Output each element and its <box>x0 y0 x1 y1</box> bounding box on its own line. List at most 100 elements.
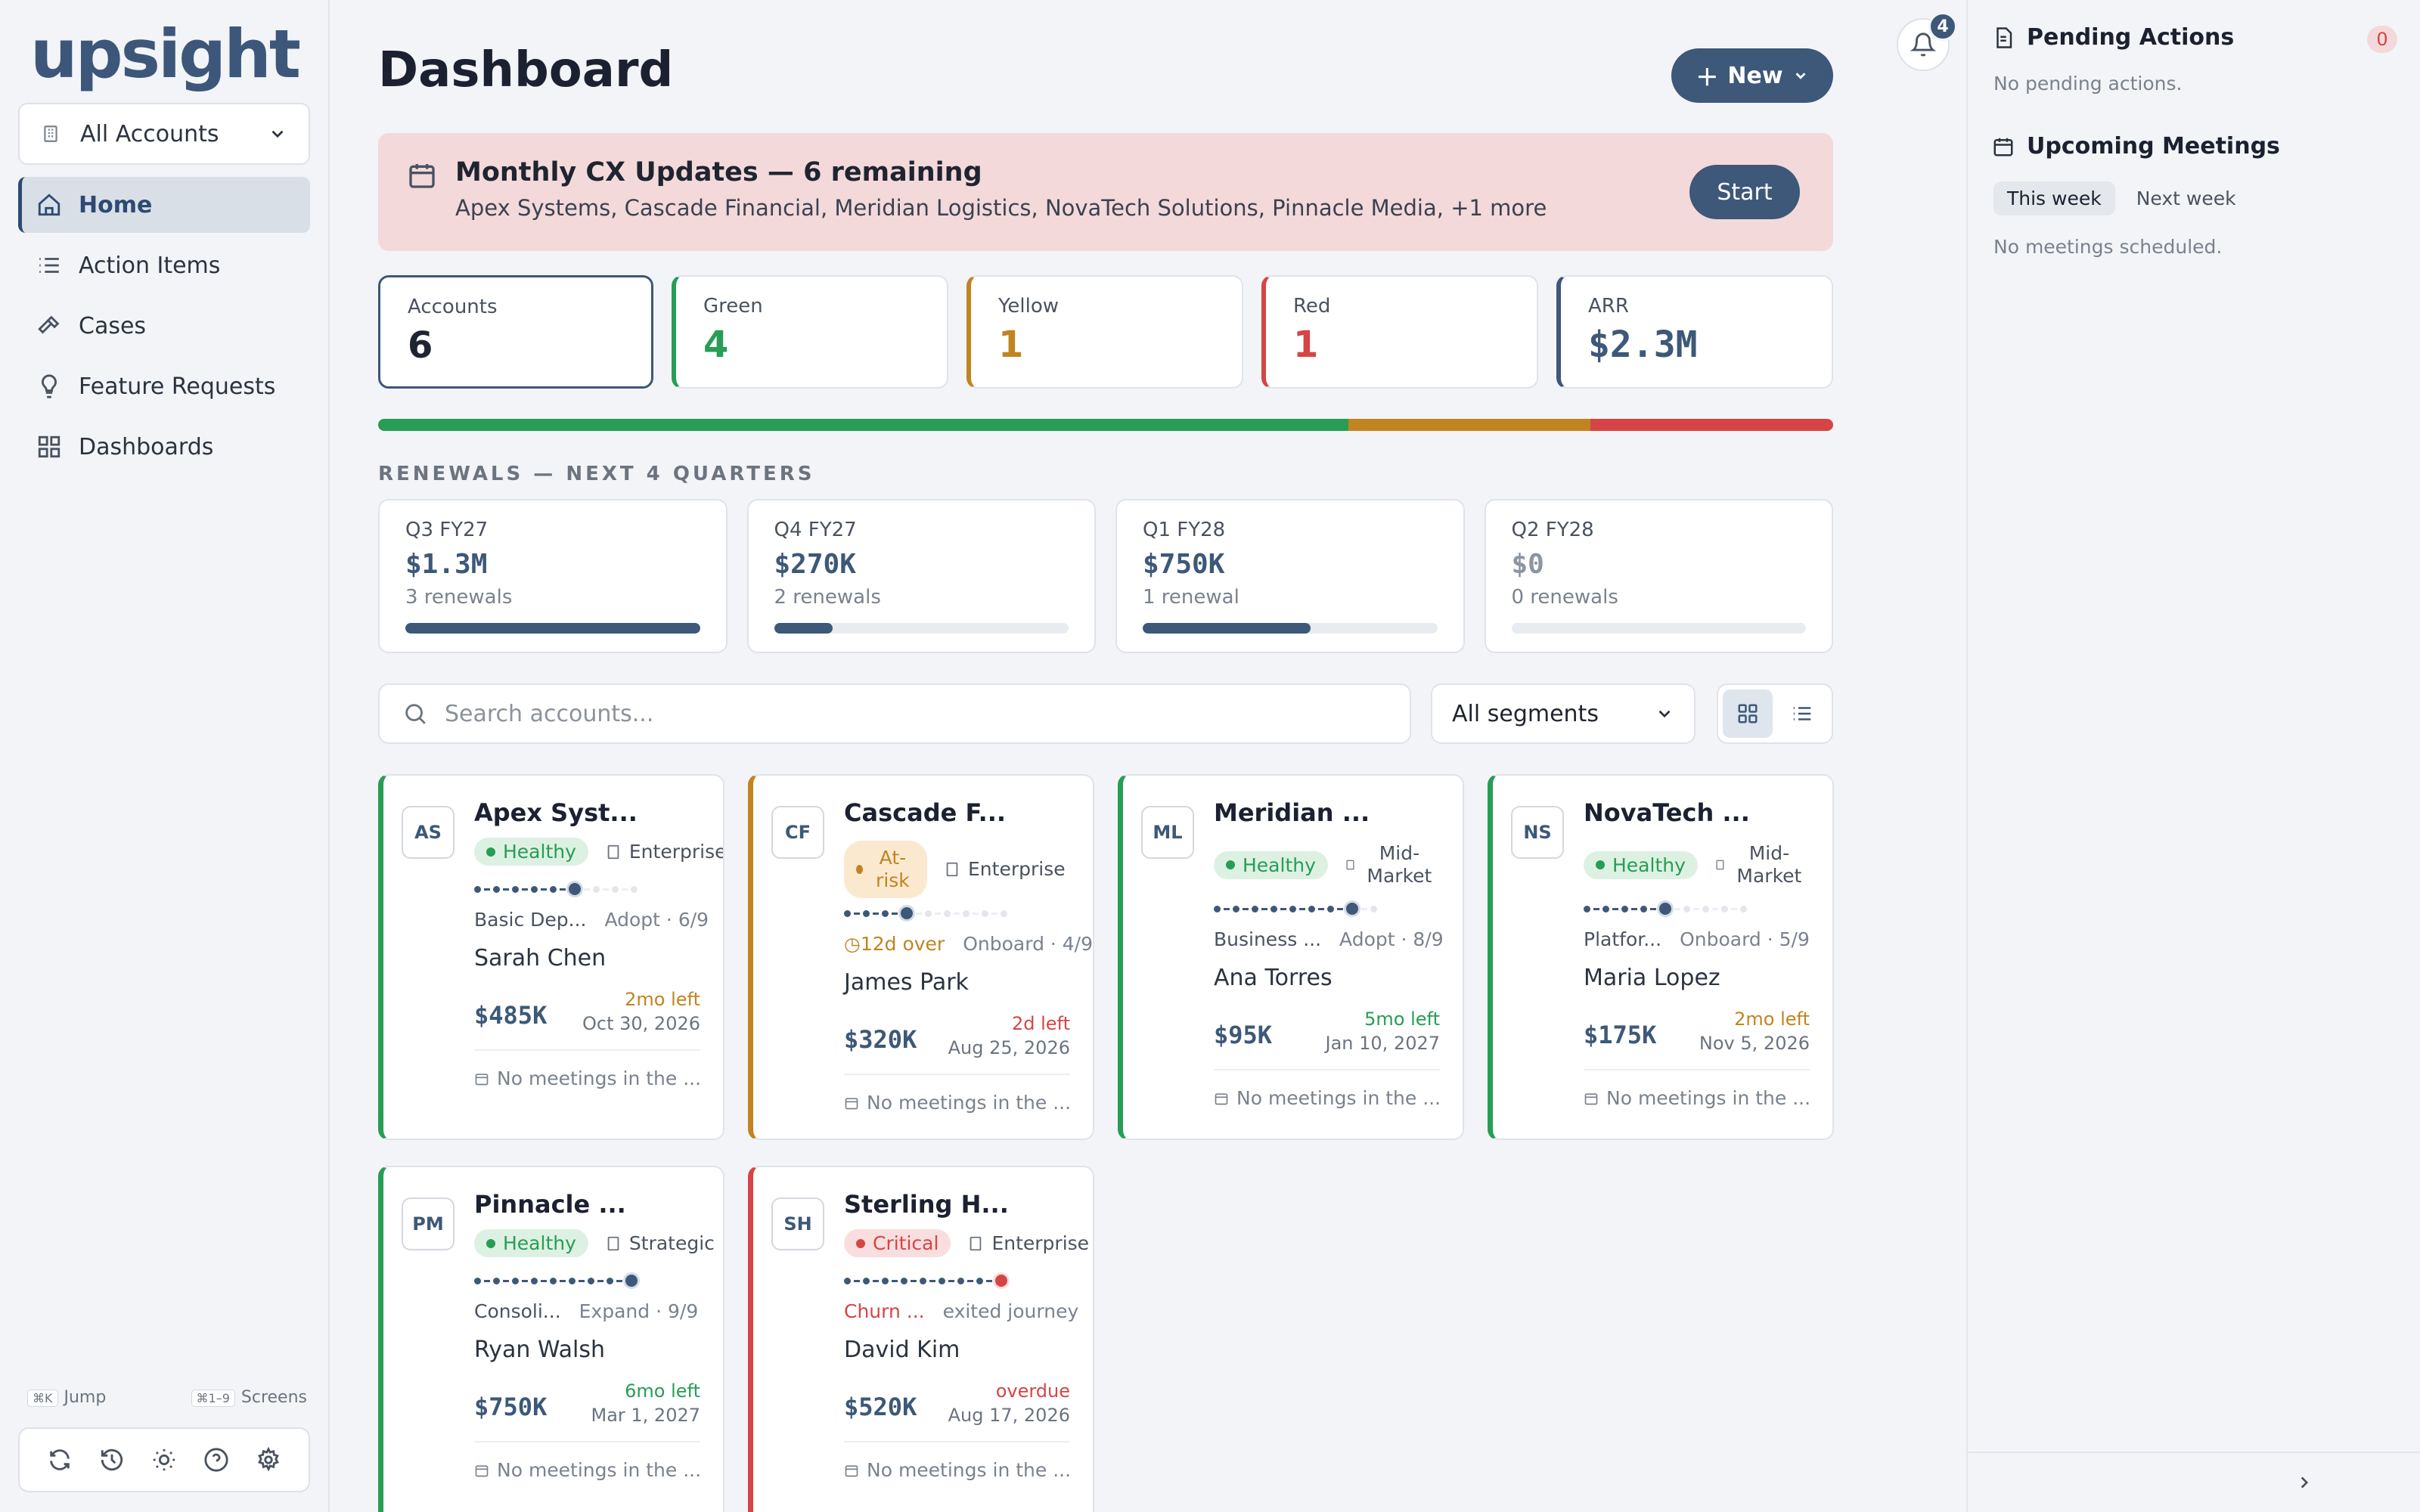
kpi-green[interactable]: Green 4 <box>672 275 948 389</box>
journey-step <box>493 885 500 893</box>
account-card[interactable]: AS Apex Syst... Healthy Enterprise Basic… <box>378 774 724 1140</box>
journey-connector <box>873 1279 879 1282</box>
kpi-accounts[interactable]: Accounts 6 <box>378 275 653 389</box>
kpi-value: 6 <box>408 324 433 367</box>
tab-next-week[interactable]: Next week <box>2136 187 2236 209</box>
segment-tag: Enterprise <box>967 1232 1089 1255</box>
refresh-icon[interactable] <box>47 1447 73 1473</box>
shortcut-screens-label: Screens <box>240 1388 307 1407</box>
chevron-right-icon[interactable] <box>2294 1473 2314 1492</box>
journey-connector <box>854 1279 860 1282</box>
journey-connector <box>854 912 860 915</box>
journey-connector <box>892 912 898 915</box>
renewal-card[interactable]: Q1 FY28 $750K 1 renewal <box>1115 499 1465 653</box>
gear-icon[interactable] <box>256 1447 281 1473</box>
renewal-timing: 5mo left Jan 10, 2027 <box>1326 1007 1441 1055</box>
chevron-down-icon <box>1795 73 1806 79</box>
sidebar-item-label: Dashboards <box>79 433 214 460</box>
account-card[interactable]: SH Sterling H... Critical Enterprise Chu… <box>748 1166 1094 1512</box>
journey-connector <box>948 1279 954 1282</box>
sidebar-item-cases[interactable]: Cases <box>18 298 310 354</box>
account-meta: Healthy Enterprise <box>474 838 724 866</box>
renewal-card[interactable]: Q4 FY27 $270K 2 renewals <box>746 499 1096 653</box>
health-label: Healthy <box>503 1232 576 1254</box>
grid-view-button[interactable] <box>1723 689 1773 738</box>
search-input[interactable] <box>445 700 1352 727</box>
segment-tag: Mid-Market <box>1345 842 1435 888</box>
notifications-button[interactable] <box>1897 18 1950 71</box>
building-icon <box>970 1236 982 1250</box>
kpi-red[interactable]: Red 1 <box>1261 275 1538 389</box>
journey-connector <box>892 1279 898 1282</box>
journey-connector <box>986 1279 992 1282</box>
segment-filter-select[interactable]: All segments <box>1431 683 1696 744</box>
journey-connector <box>935 912 941 915</box>
building-icon <box>946 862 958 877</box>
journey-step <box>844 1277 851 1284</box>
journey-step <box>976 1277 983 1284</box>
kpi-arr[interactable]: ARR $2.3M <box>1556 275 1833 389</box>
renewal-count: 2 renewals <box>774 586 881 609</box>
health-badge: Critical <box>844 1229 951 1257</box>
segment-tag: Enterprise <box>605 840 724 863</box>
calendar-icon <box>475 1073 489 1085</box>
journey-step <box>512 1277 519 1284</box>
journey-step <box>1308 905 1315 912</box>
account-meta: Healthy Mid-Market <box>1584 842 1805 888</box>
account-card[interactable]: PM Pinnacle ... Healthy Strategic Consol… <box>378 1166 724 1512</box>
journey-connector <box>973 912 979 915</box>
time-left: 2mo left <box>625 989 700 1010</box>
help-icon[interactable] <box>203 1447 229 1473</box>
time-left: overdue <box>995 1380 1070 1402</box>
hammer-icon <box>38 315 60 334</box>
sun-icon[interactable] <box>151 1447 177 1473</box>
kpi-yellow[interactable]: Yellow 1 <box>966 275 1243 389</box>
renewal-card[interactable]: Q3 FY27 $1.3M 3 renewals <box>378 499 728 653</box>
journey-current-step <box>1346 903 1358 915</box>
journey-step <box>607 1277 613 1284</box>
health-segment-red <box>1590 419 1833 431</box>
account-filter-select[interactable]: All Accounts <box>18 103 310 165</box>
stage-phase: Expand · 9/9 <box>579 1300 699 1322</box>
health-badge: At-risk <box>844 841 927 898</box>
account-card[interactable]: ML Meridian ... Healthy Mid-Market Busin… <box>1118 774 1464 1140</box>
journey-step <box>863 909 870 917</box>
journey-step <box>863 1277 870 1284</box>
new-button[interactable]: ＋ New <box>1671 48 1833 103</box>
logo[interactable]: upsight <box>30 15 301 93</box>
renewal-quarter: Q3 FY27 <box>405 519 489 541</box>
account-card[interactable]: CF Cascade F... At-risk Enterprise ◷12d … <box>748 774 1094 1140</box>
list-view-button[interactable] <box>1777 689 1827 738</box>
stage-phase: exited journey <box>942 1300 1079 1322</box>
renewal-progress <box>1143 623 1438 634</box>
account-avatar: PM <box>402 1198 455 1250</box>
history-icon[interactable] <box>99 1447 125 1473</box>
sidebar-item-label: Action Items <box>79 252 221 279</box>
calendar-icon <box>845 1097 858 1109</box>
building-icon <box>1716 860 1724 870</box>
page-title: Dashboard <box>378 42 674 98</box>
start-button[interactable]: Start <box>1689 165 1800 219</box>
building-icon <box>607 844 619 859</box>
journey-step <box>1683 905 1690 912</box>
renewal-progress <box>1511 623 1806 634</box>
renewal-timing: 2mo left Oct 30, 2026 <box>582 987 700 1036</box>
segment-label: Enterprise <box>628 840 724 863</box>
account-card[interactable]: NS NovaTech ... Healthy Mid-Market Platf… <box>1488 774 1834 1140</box>
tab-this-week[interactable]: This week <box>1993 181 2115 215</box>
journey-step <box>882 1277 889 1284</box>
renewal-card[interactable]: Q2 FY28 $0 0 renewals <box>1484 499 1833 653</box>
account-avatar: SH <box>771 1198 824 1250</box>
meetings-text: No meetings in the ... <box>1236 1087 1441 1109</box>
sidebar-item-home[interactable]: Home <box>18 177 310 233</box>
account-meta: Healthy Strategic <box>474 1229 715 1257</box>
divider <box>474 1049 700 1051</box>
journey-connector <box>522 1279 528 1282</box>
sidebar-item-dashboards[interactable]: Dashboards <box>18 419 310 475</box>
journey-step <box>1640 905 1647 912</box>
divider <box>844 1074 1070 1075</box>
sidebar-item-action-items[interactable]: Action Items <box>18 237 310 293</box>
health-label: Healthy <box>1243 854 1316 876</box>
renewals-section-title: RENEWALS — NEXT 4 QUARTERS <box>378 463 815 485</box>
sidebar-item-feature-requests[interactable]: Feature Requests <box>18 358 310 414</box>
